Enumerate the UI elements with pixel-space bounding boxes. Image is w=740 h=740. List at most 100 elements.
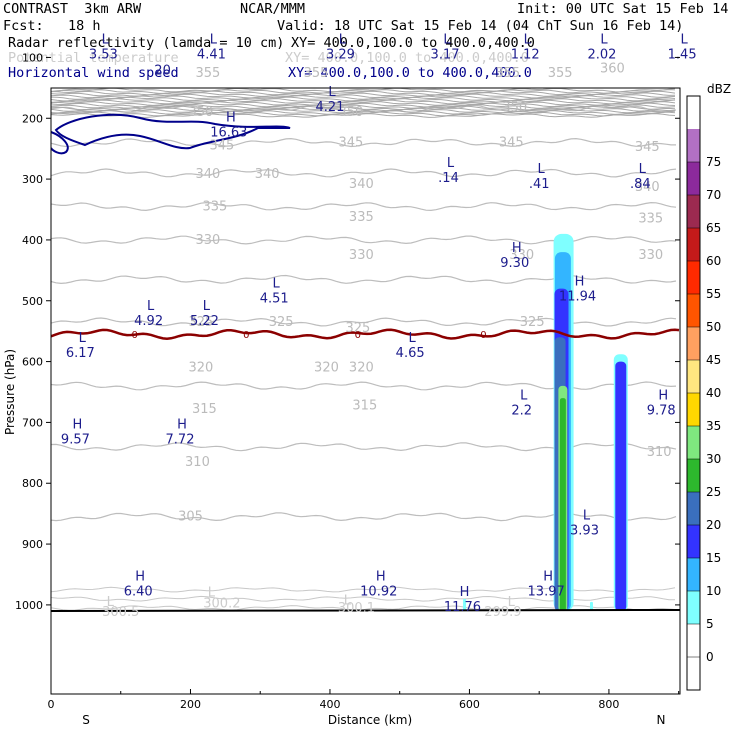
x-axis-north-label: N	[657, 713, 666, 727]
y-tick-label: 800	[22, 477, 43, 490]
y-tick-label: 1000	[15, 599, 43, 612]
colorbar-swatch	[687, 459, 700, 493]
theta-contour-label: 320	[314, 361, 339, 376]
wind-extremum-marker: L	[409, 331, 417, 346]
valid-time: Valid: 18 UTC Sat 15 Feb 14 (04 ChT Sun …	[277, 18, 684, 34]
stratosphere-contour-line	[51, 98, 676, 103]
wind-extremum-marker: H	[135, 570, 145, 585]
wind-extremum-value: 3.29	[326, 47, 355, 62]
theta-contour-line	[51, 75, 676, 83]
y-tick-label: 400	[22, 234, 43, 247]
wind-extremum-value: 4.65	[396, 346, 425, 361]
freezing-level-line	[51, 328, 680, 340]
colorbar-label: 20	[706, 518, 721, 532]
wind-speed-contours	[51, 113, 680, 612]
colorbar-label: 15	[706, 551, 721, 565]
wind-speed-contour-20-edge	[51, 131, 69, 155]
freezing-line-label: 0	[355, 330, 361, 341]
wind-extremum-value: 2.02	[587, 47, 616, 62]
surface-line	[51, 608, 680, 612]
colorbar-swatch	[687, 360, 700, 394]
colorbar-label: 10	[706, 584, 721, 598]
wind-extremum-value: 11.76	[444, 600, 481, 615]
wind-extremum-value: .14	[438, 171, 459, 186]
colorbar-swatch	[687, 294, 700, 328]
freezing-line-label: 0	[132, 330, 138, 341]
theta-contour-label: 340	[255, 167, 280, 182]
wind-extremum-marker: H	[376, 570, 386, 585]
colorbar-label: 70	[706, 188, 721, 202]
theta-contour-label: 320	[349, 361, 374, 376]
wind-extremum-value: 4.41	[197, 47, 226, 62]
colorbar-label: 40	[706, 386, 721, 400]
model-title: CONTRAST 3km ARW	[3, 1, 142, 17]
wind-extremum-marker: H	[460, 585, 470, 600]
theta-contour-line	[51, 381, 677, 391]
y-tick-label: 100	[22, 51, 43, 64]
wind-extremum-marker: L	[328, 85, 336, 100]
colorbar-swatch	[687, 228, 700, 262]
theta-contour-label: 345	[635, 140, 660, 155]
colorbar-swatch	[687, 195, 700, 229]
stratosphere-contour-line	[51, 92, 676, 97]
wind-extremum-value: 6.17	[66, 346, 95, 361]
stratosphere-contour-line	[51, 99, 676, 105]
theta-contour-line	[51, 201, 677, 212]
theta-low-value: 299.9	[484, 605, 521, 620]
colorbar-swatch	[687, 162, 700, 196]
y-tick-label: 900	[22, 538, 43, 551]
theta-low-marker: L	[107, 595, 115, 610]
theta-contour-label: 325	[269, 315, 294, 330]
theta-low-marker: L	[344, 594, 352, 609]
reflectivity-cell	[589, 601, 593, 611]
wind-extremum-marker: L	[447, 156, 455, 171]
colorbar-swatch	[687, 657, 700, 691]
colorbar-label: 75	[706, 155, 721, 169]
y-tick-label: 300	[22, 173, 43, 186]
reflectivity-cell	[463, 598, 467, 611]
colorbar-unit: dBZ	[707, 82, 731, 96]
theta-contour-label: 350	[338, 105, 363, 120]
freezing-line-label: 0	[480, 330, 486, 341]
theta-contour-label: 315	[352, 398, 377, 413]
theta-contour-label: 310	[185, 455, 210, 470]
y-tick-label: 500	[22, 295, 43, 308]
wind-extremum-marker: H	[512, 241, 522, 256]
theta-contour-label: 325	[345, 321, 370, 336]
wind-extremum-value: 2.2	[511, 403, 532, 418]
stratosphere-contour-line	[51, 88, 676, 93]
wind-extremum-value: 4.51	[260, 291, 289, 306]
x-axis-south-label: S	[82, 713, 90, 727]
theta-contour-label: 325	[189, 315, 214, 330]
wind-extremum-marker: H	[73, 417, 83, 432]
theta-contour-label: 355	[495, 66, 520, 81]
stratosphere-contour-line	[51, 113, 676, 118]
wind-extremum-value: 3.17	[431, 47, 460, 62]
reflectivity-shading	[463, 233, 628, 611]
theta-low-marker: L	[208, 586, 216, 601]
theta-contour-line	[51, 168, 677, 178]
theta-contour-label: 305	[178, 510, 203, 525]
theta-contour-label: 355	[304, 66, 329, 81]
x-tick-label: 200	[180, 698, 201, 711]
wind-extremum-value: 9.30	[500, 256, 529, 271]
wind-extremum-marker: H	[543, 570, 553, 585]
colorbar-label: 35	[706, 419, 721, 433]
field-theta-label: Potential temperature	[8, 50, 179, 66]
wind-extremum-value: 9.57	[61, 432, 90, 447]
theta-low-marker: L	[508, 595, 516, 610]
wind-extremum-value: 4.92	[134, 314, 163, 329]
wind-extremum-value: .84	[630, 177, 651, 192]
wind-contour-label: 20	[154, 64, 171, 79]
colorbar-swatch	[687, 261, 700, 295]
theta-contour-label: 350	[189, 105, 214, 120]
colorbar-label: 45	[706, 353, 721, 367]
field-wind-label: Horizontal wind speed	[8, 65, 179, 81]
colorbar-label: 50	[706, 320, 721, 334]
wind-extremum-marker: L	[443, 32, 451, 47]
stratosphere-contour-line	[51, 104, 676, 109]
wind-extremum-value: 4.21	[315, 100, 344, 115]
wind-extremum-value: 3.93	[570, 524, 599, 539]
init-time: Init: 00 UTC Sat 15 Feb 14	[517, 1, 729, 17]
wind-extremum-marker: H	[226, 110, 236, 125]
